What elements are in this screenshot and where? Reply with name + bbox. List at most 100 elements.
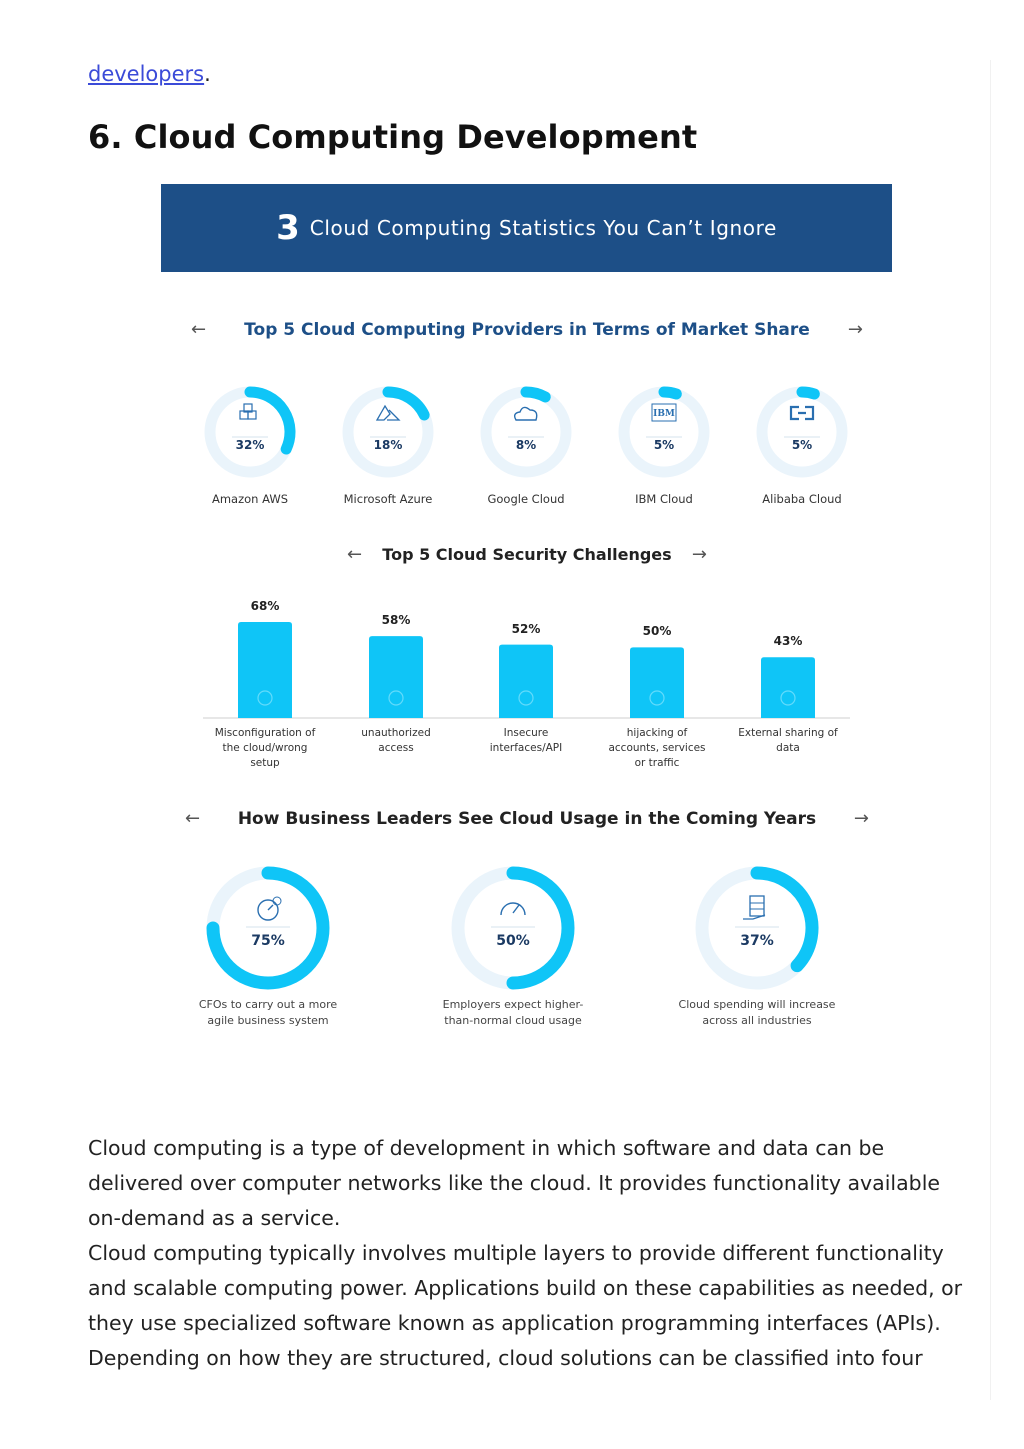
infographic-graphics: IBM <box>203 386 850 990</box>
provider-share-label: 32% <box>235 438 265 452</box>
bar-caption: Misconfiguration of the cloud/wrong setup <box>203 726 327 771</box>
top-link-line: developers. <box>88 62 211 86</box>
bar-value-label: 52% <box>511 621 541 636</box>
big-ring-arc <box>206 866 330 990</box>
provider-name: Google Cloud <box>487 492 565 506</box>
ring-arc <box>382 386 430 421</box>
bar-caption-line: or traffic <box>634 757 680 769</box>
usage-value-label: 50% <box>496 933 530 949</box>
provider-share-label: 5% <box>791 438 813 452</box>
body-paragraph-2: Cloud computing typically involves multi… <box>88 1241 963 1370</box>
section3-header: ← How Business Leaders See Cloud Usage i… <box>185 808 869 829</box>
trailing-period: . <box>204 62 211 86</box>
bar-caption: Insecure interfaces/API <box>464 726 588 756</box>
section1-title: Top 5 Cloud Computing Providers in Terms… <box>244 319 810 340</box>
bar-caption-line: Insecure <box>503 727 549 739</box>
usage-caption-line: than-normal cloud usage <box>444 1014 582 1027</box>
usage-caption-line: Employers expect higher- <box>442 998 584 1011</box>
ring-arc <box>244 386 296 455</box>
speedometer-needle <box>512 904 520 914</box>
usage-caption-line: Cloud spending will increase <box>678 998 836 1011</box>
bar-caption-line: data <box>776 742 800 754</box>
share-icon <box>780 690 796 706</box>
provider-share-label: 5% <box>653 438 675 452</box>
arrow-left-icon: ← <box>191 319 207 340</box>
document-icon <box>257 690 273 706</box>
gauge-clock-icon <box>257 899 279 921</box>
security-bar <box>499 644 553 718</box>
bar-caption-line: unauthorized <box>361 727 431 739</box>
body-paragraph-1: Cloud computing is a type of development… <box>88 1136 941 1230</box>
provider-name: Amazon AWS <box>211 492 289 506</box>
bar-caption-line: hijacking of <box>626 727 688 739</box>
bar-value-label: 68% <box>250 599 280 613</box>
section2-title: Top 5 Cloud Security Challenges <box>382 545 672 564</box>
lock-icon <box>388 690 404 706</box>
arrow-left-icon: ← <box>185 808 201 829</box>
ring-arc <box>658 386 682 400</box>
section3-title: How Business Leaders See Cloud Usage in … <box>237 808 817 829</box>
provider-name: IBM Cloud <box>635 492 693 506</box>
page-edge-line <box>990 60 991 1400</box>
usage-value-label: 75% <box>251 933 285 949</box>
provider-name: Microsoft Azure <box>343 492 433 506</box>
section1-header: ← Top 5 Cloud Computing Providers in Ter… <box>191 319 863 340</box>
security-bar <box>369 636 423 718</box>
gauge-clock-badge <box>272 896 282 906</box>
cubes-icon <box>243 403 253 413</box>
bar-caption-line: access <box>378 742 414 754</box>
infographic-banner: 3 Cloud Computing Statistics You Can’t I… <box>161 184 892 272</box>
bar-caption-line: setup <box>250 757 280 769</box>
bar-caption-line: accounts, services <box>608 742 706 754</box>
security-bar <box>630 647 684 718</box>
ring-inner <box>771 401 833 463</box>
ring-inner <box>633 401 695 463</box>
server-hand-icon <box>749 895 765 917</box>
section2-header: ← Top 5 Cloud Security Challenges → <box>347 544 707 565</box>
big-ring-arc <box>506 866 575 990</box>
security-bar <box>761 657 815 718</box>
article-body: Cloud computing is a type of development… <box>88 1131 968 1376</box>
arrow-right-icon: → <box>691 544 707 565</box>
ring-inner <box>495 401 557 463</box>
bar-caption-line: Misconfiguration of <box>214 727 316 739</box>
developers-link[interactable]: developers <box>88 62 205 86</box>
provider-name: Alibaba Cloud <box>762 492 842 506</box>
security-bar <box>238 622 292 718</box>
arrow-right-icon: → <box>853 808 869 829</box>
usage-caption-line: CFOs to carry out a more <box>198 998 338 1011</box>
usage-caption: Cloud spending will increase across all i… <box>667 997 847 1029</box>
ring-arc <box>520 386 551 403</box>
api-icon <box>518 690 534 706</box>
alibaba-logo-icon <box>789 405 815 421</box>
usage-caption-line: agile business system <box>207 1014 329 1027</box>
bar-caption-line: the cloud/wrong <box>222 742 308 754</box>
hand-line <box>743 914 766 920</box>
section-heading: 6. Cloud Computing Development <box>88 118 698 156</box>
arrow-left-icon: ← <box>347 544 363 565</box>
bar-value-label: 58% <box>381 613 411 628</box>
provider-share-label: 8% <box>515 438 537 452</box>
bar-caption-line: External sharing of <box>738 727 838 739</box>
banner-number: 3 <box>276 208 300 248</box>
ibm-logo-text: IBM <box>653 409 675 419</box>
usage-caption: Employers expect higher-than-normal clou… <box>423 997 603 1029</box>
ibm-logo-icon <box>651 403 677 422</box>
banner-title: Cloud Computing Statistics You Can’t Ign… <box>309 216 777 240</box>
usage-caption-line: across all industries <box>702 1014 812 1027</box>
bar-caption: External sharing of data <box>726 726 850 756</box>
bar-value-label: 43% <box>773 634 803 649</box>
provider-share-label: 18% <box>373 438 403 452</box>
gauge-clock-hand <box>267 904 274 911</box>
usage-caption: CFOs to carry out a more agile business s… <box>178 997 358 1029</box>
big-ring-arc <box>750 866 819 973</box>
cloud-icon <box>513 406 538 421</box>
bar-caption: hijacking of accounts, services or traffic <box>595 726 719 771</box>
speedometer-icon <box>500 902 526 916</box>
bar-caption-line: interfaces/API <box>489 742 563 754</box>
bar-caption: unauthorized access <box>334 726 458 756</box>
arrow-right-icon: → <box>847 319 863 340</box>
azure-logo-icon <box>375 404 401 421</box>
ring-arc <box>796 386 820 400</box>
key-icon <box>649 690 665 706</box>
